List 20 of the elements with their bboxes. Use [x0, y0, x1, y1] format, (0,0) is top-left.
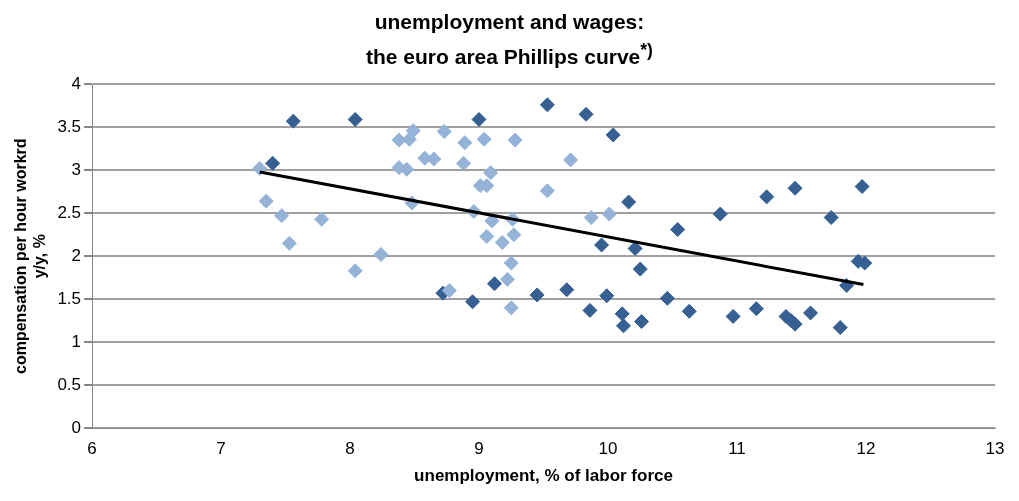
x-axis-title: unemployment, % of labor force: [414, 466, 673, 486]
y-tick-label: 1: [71, 331, 82, 351]
x-tick-label: 7: [216, 439, 226, 459]
y-tick-label: 0: [71, 417, 82, 437]
y-tick-label: 1.5: [57, 288, 82, 308]
y-tick-label: 0.5: [57, 374, 82, 394]
x-tick-label: 6: [87, 439, 97, 459]
y-tick-label: 2.5: [57, 202, 82, 222]
y-tick-label: 4: [71, 73, 82, 93]
y-tick-label: 3.5: [57, 116, 82, 136]
x-tick-label: 13: [985, 439, 1005, 459]
x-tick-label: 11: [728, 439, 746, 459]
x-tick-label: 9: [474, 439, 484, 459]
y-axis-title: compensation per hour workrd y/y, %: [12, 138, 49, 374]
x-tick-label: 12: [856, 439, 876, 459]
chart-title: unemployment and wages: the euro area Phillips curve$^{*)}$: [365, 9, 654, 70]
y-tick-label: 2: [71, 245, 82, 265]
x-tick-label: 10: [598, 439, 618, 459]
y-tick-label: 3: [71, 159, 82, 179]
x-tick-label: 8: [345, 439, 355, 459]
